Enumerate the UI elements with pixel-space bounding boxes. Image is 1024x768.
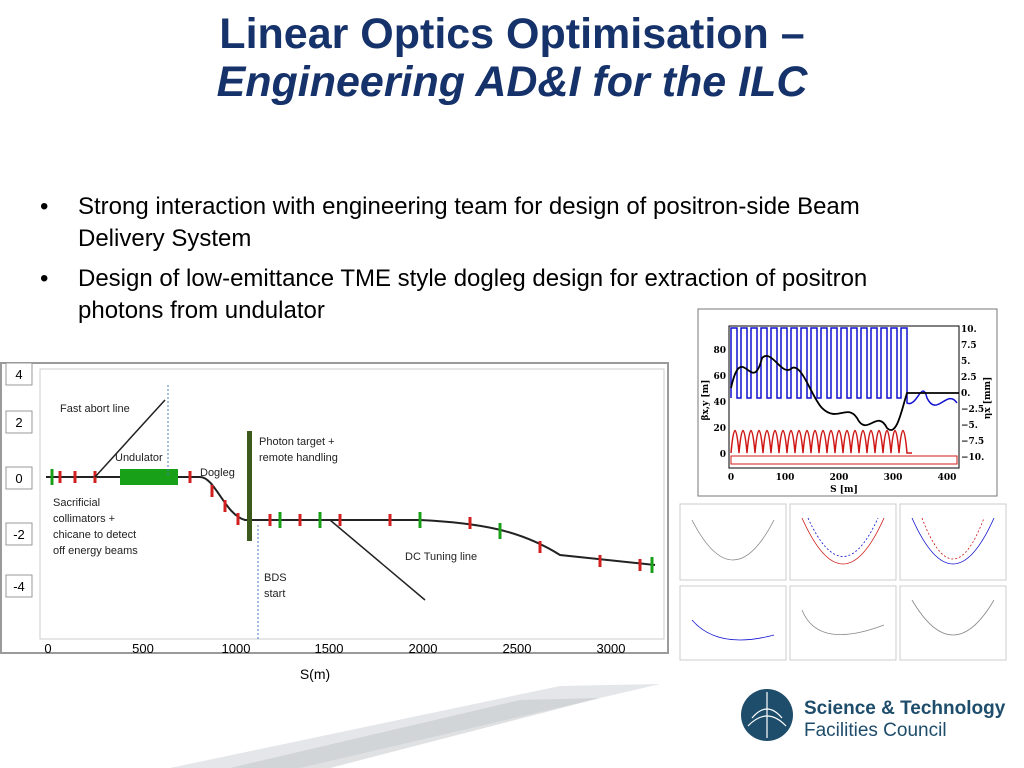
annotation-off-energy: off energy beams — [53, 545, 138, 557]
y-right-tick: 5. — [961, 357, 970, 367]
thumbnail-plots-grid — [679, 503, 1007, 661]
y-left-tick: 60 — [713, 372, 726, 382]
undulator-block — [120, 469, 178, 485]
bullet-item: • Strong interaction with engineering te… — [40, 191, 940, 255]
stfc-logo: Science & Technology Facilities Council — [741, 689, 1006, 741]
annotation-undulator: Undulator — [115, 452, 163, 464]
dc-tuning-line — [329, 519, 426, 601]
fast-abort-line — [94, 399, 166, 478]
bullet-text: Design of low-emittance TME style dogleg… — [78, 265, 868, 324]
title-line-2: Engineering AD&I for the ILC — [216, 58, 808, 106]
bullet-list: • Strong interaction with engineering te… — [40, 191, 940, 335]
y-tick-box — [5, 466, 33, 490]
x-axis-label: S [m] — [830, 485, 858, 495]
y-right-tick: −10. — [961, 453, 984, 463]
beta-y-series — [730, 429, 912, 454]
plot-frame — [0, 362, 669, 654]
y-left-tick: 20 — [713, 424, 726, 434]
beta-plot-area — [728, 325, 960, 469]
thumbnail-plot — [789, 585, 897, 661]
x-tick: 300 — [884, 473, 903, 483]
title-line-1: Linear Optics Optimisation – — [219, 10, 805, 58]
annotation-dc-tuning: DC Tuning line — [405, 551, 477, 563]
thumbnail-plot — [899, 585, 1007, 661]
thumbnail-plot — [679, 503, 787, 581]
y-right-tick: 2.5 — [961, 373, 977, 383]
bullet-dot: • — [40, 193, 49, 220]
y-left-tick: 0 — [720, 450, 726, 460]
annotation-photon-target: Photon target + — [259, 436, 335, 448]
annotation-dogleg: Dogleg — [200, 467, 235, 479]
x-tick-label: 1500 — [315, 641, 344, 656]
y-tick-box — [5, 410, 33, 434]
x-tick-label: 2500 — [503, 641, 532, 656]
thumbnail-plot — [789, 503, 897, 581]
y-right-tick: −2.5 — [961, 405, 984, 415]
y-left-tick: 40 — [713, 398, 726, 408]
bullet-item: • Design of low-emittance TME style dogl… — [40, 263, 940, 327]
beta-function-plot: 80 60 40 20 0 βx,y [m] 10. 7.5 5. 2.5 0.… — [697, 308, 998, 497]
y-tick-label: -4 — [13, 579, 25, 594]
x-tick: 0 — [728, 473, 734, 483]
x-tick-label: 1000 — [222, 641, 251, 656]
x-tick-label: 0 — [44, 641, 51, 656]
y-left-tick: 80 — [713, 346, 726, 356]
y-right-tick: 10. — [961, 325, 977, 335]
x-tick: 400 — [938, 473, 957, 483]
y-right-label: ηx [mm] — [983, 377, 993, 420]
beamline-layout-plot: 4 2 0 -2 -4 — [0, 362, 669, 682]
y-tick-box — [5, 522, 33, 546]
y-right-tick: 0. — [961, 389, 970, 399]
bullet-dot: • — [40, 265, 49, 292]
annotation-bds: BDS — [264, 572, 287, 584]
y-right-tick: 7.5 — [961, 341, 977, 351]
y-tick-label: -2 — [13, 527, 25, 542]
y-right-tick: −7.5 — [961, 437, 984, 447]
y-right-tick: −5. — [961, 421, 978, 431]
y-tick-box — [5, 362, 33, 386]
x-tick-label: 3000 — [597, 641, 626, 656]
logo-line-1: Science & Technology — [804, 698, 1006, 719]
thumbnail-plot — [679, 585, 787, 661]
slide-title: Linear Optics Optimisation – Engineering… — [0, 10, 1024, 106]
dispersion-series — [730, 355, 959, 431]
thumbnail-plot — [899, 503, 1007, 581]
x-tick: 200 — [830, 473, 849, 483]
y-tick-label: 2 — [15, 415, 22, 430]
inner-plot-area — [39, 368, 665, 640]
annotation-fast-abort: Fast abort line — [60, 403, 130, 415]
x-tick-label: 2000 — [409, 641, 438, 656]
annotation-collimators: collimators + — [53, 513, 115, 525]
x-tick: 100 — [776, 473, 795, 483]
y-tick-box — [5, 574, 33, 598]
photon-target — [247, 431, 252, 541]
annotation-remote-handling: remote handling — [259, 452, 338, 464]
bullet-text: Strong interaction with engineering team… — [78, 193, 860, 252]
x-axis-label: S(m) — [300, 666, 330, 682]
annotation-sacrificial: Sacrificial — [53, 497, 100, 509]
y-tick-label: 4 — [15, 367, 22, 382]
logo-line-2: Facilities Council — [804, 720, 947, 741]
y-left-label: βx,y [m] — [701, 380, 711, 421]
y-tick-label: 0 — [15, 471, 22, 486]
annotation-chicane: chicane to detect — [53, 529, 136, 541]
annotation-start: start — [264, 588, 285, 600]
lattice-strip — [730, 455, 958, 465]
x-tick-label: 500 — [132, 641, 154, 656]
